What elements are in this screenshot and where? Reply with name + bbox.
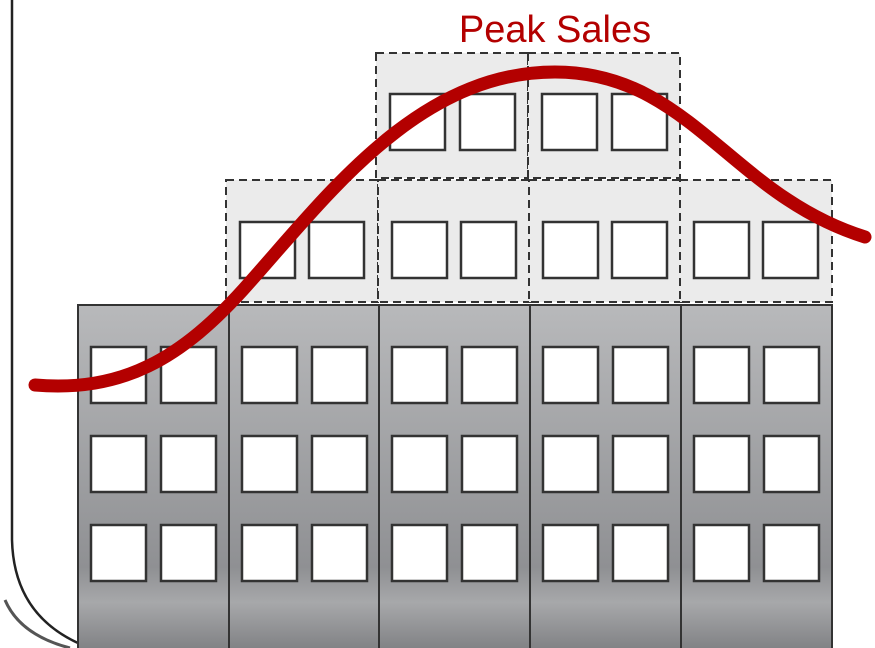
window: [540, 92, 599, 152]
window: [159, 345, 218, 405]
window: [460, 345, 519, 405]
window: [310, 523, 369, 583]
window: [460, 434, 519, 494]
window: [307, 220, 366, 280]
window: [159, 523, 218, 583]
window: [692, 523, 751, 583]
window: [692, 434, 751, 494]
window: [762, 345, 821, 405]
window: [541, 220, 600, 280]
window: [761, 220, 820, 280]
peak-label: Peak Sales: [459, 9, 651, 51]
window: [89, 523, 148, 583]
window: [541, 434, 600, 494]
window: [240, 345, 299, 405]
window: [541, 523, 600, 583]
building: [77, 52, 833, 648]
window: [762, 523, 821, 583]
window: [458, 92, 517, 152]
window: [240, 434, 299, 494]
window: [240, 523, 299, 583]
window: [611, 434, 670, 494]
window: [610, 220, 669, 280]
window: [390, 345, 449, 405]
window: [762, 434, 821, 494]
window: [692, 345, 751, 405]
window: [159, 434, 218, 494]
window: [390, 220, 449, 280]
sales-curve: [28, 65, 872, 393]
window: [310, 434, 369, 494]
window: [611, 345, 670, 405]
window: [460, 523, 519, 583]
frame-edge: [10, 0, 91, 648]
window: [459, 220, 518, 280]
window: [89, 434, 148, 494]
window: [390, 434, 449, 494]
window: [611, 523, 670, 583]
window: [692, 220, 751, 280]
window: [541, 345, 600, 405]
window: [310, 345, 369, 405]
window: [390, 523, 449, 583]
frame-shadow: [3, 599, 71, 648]
